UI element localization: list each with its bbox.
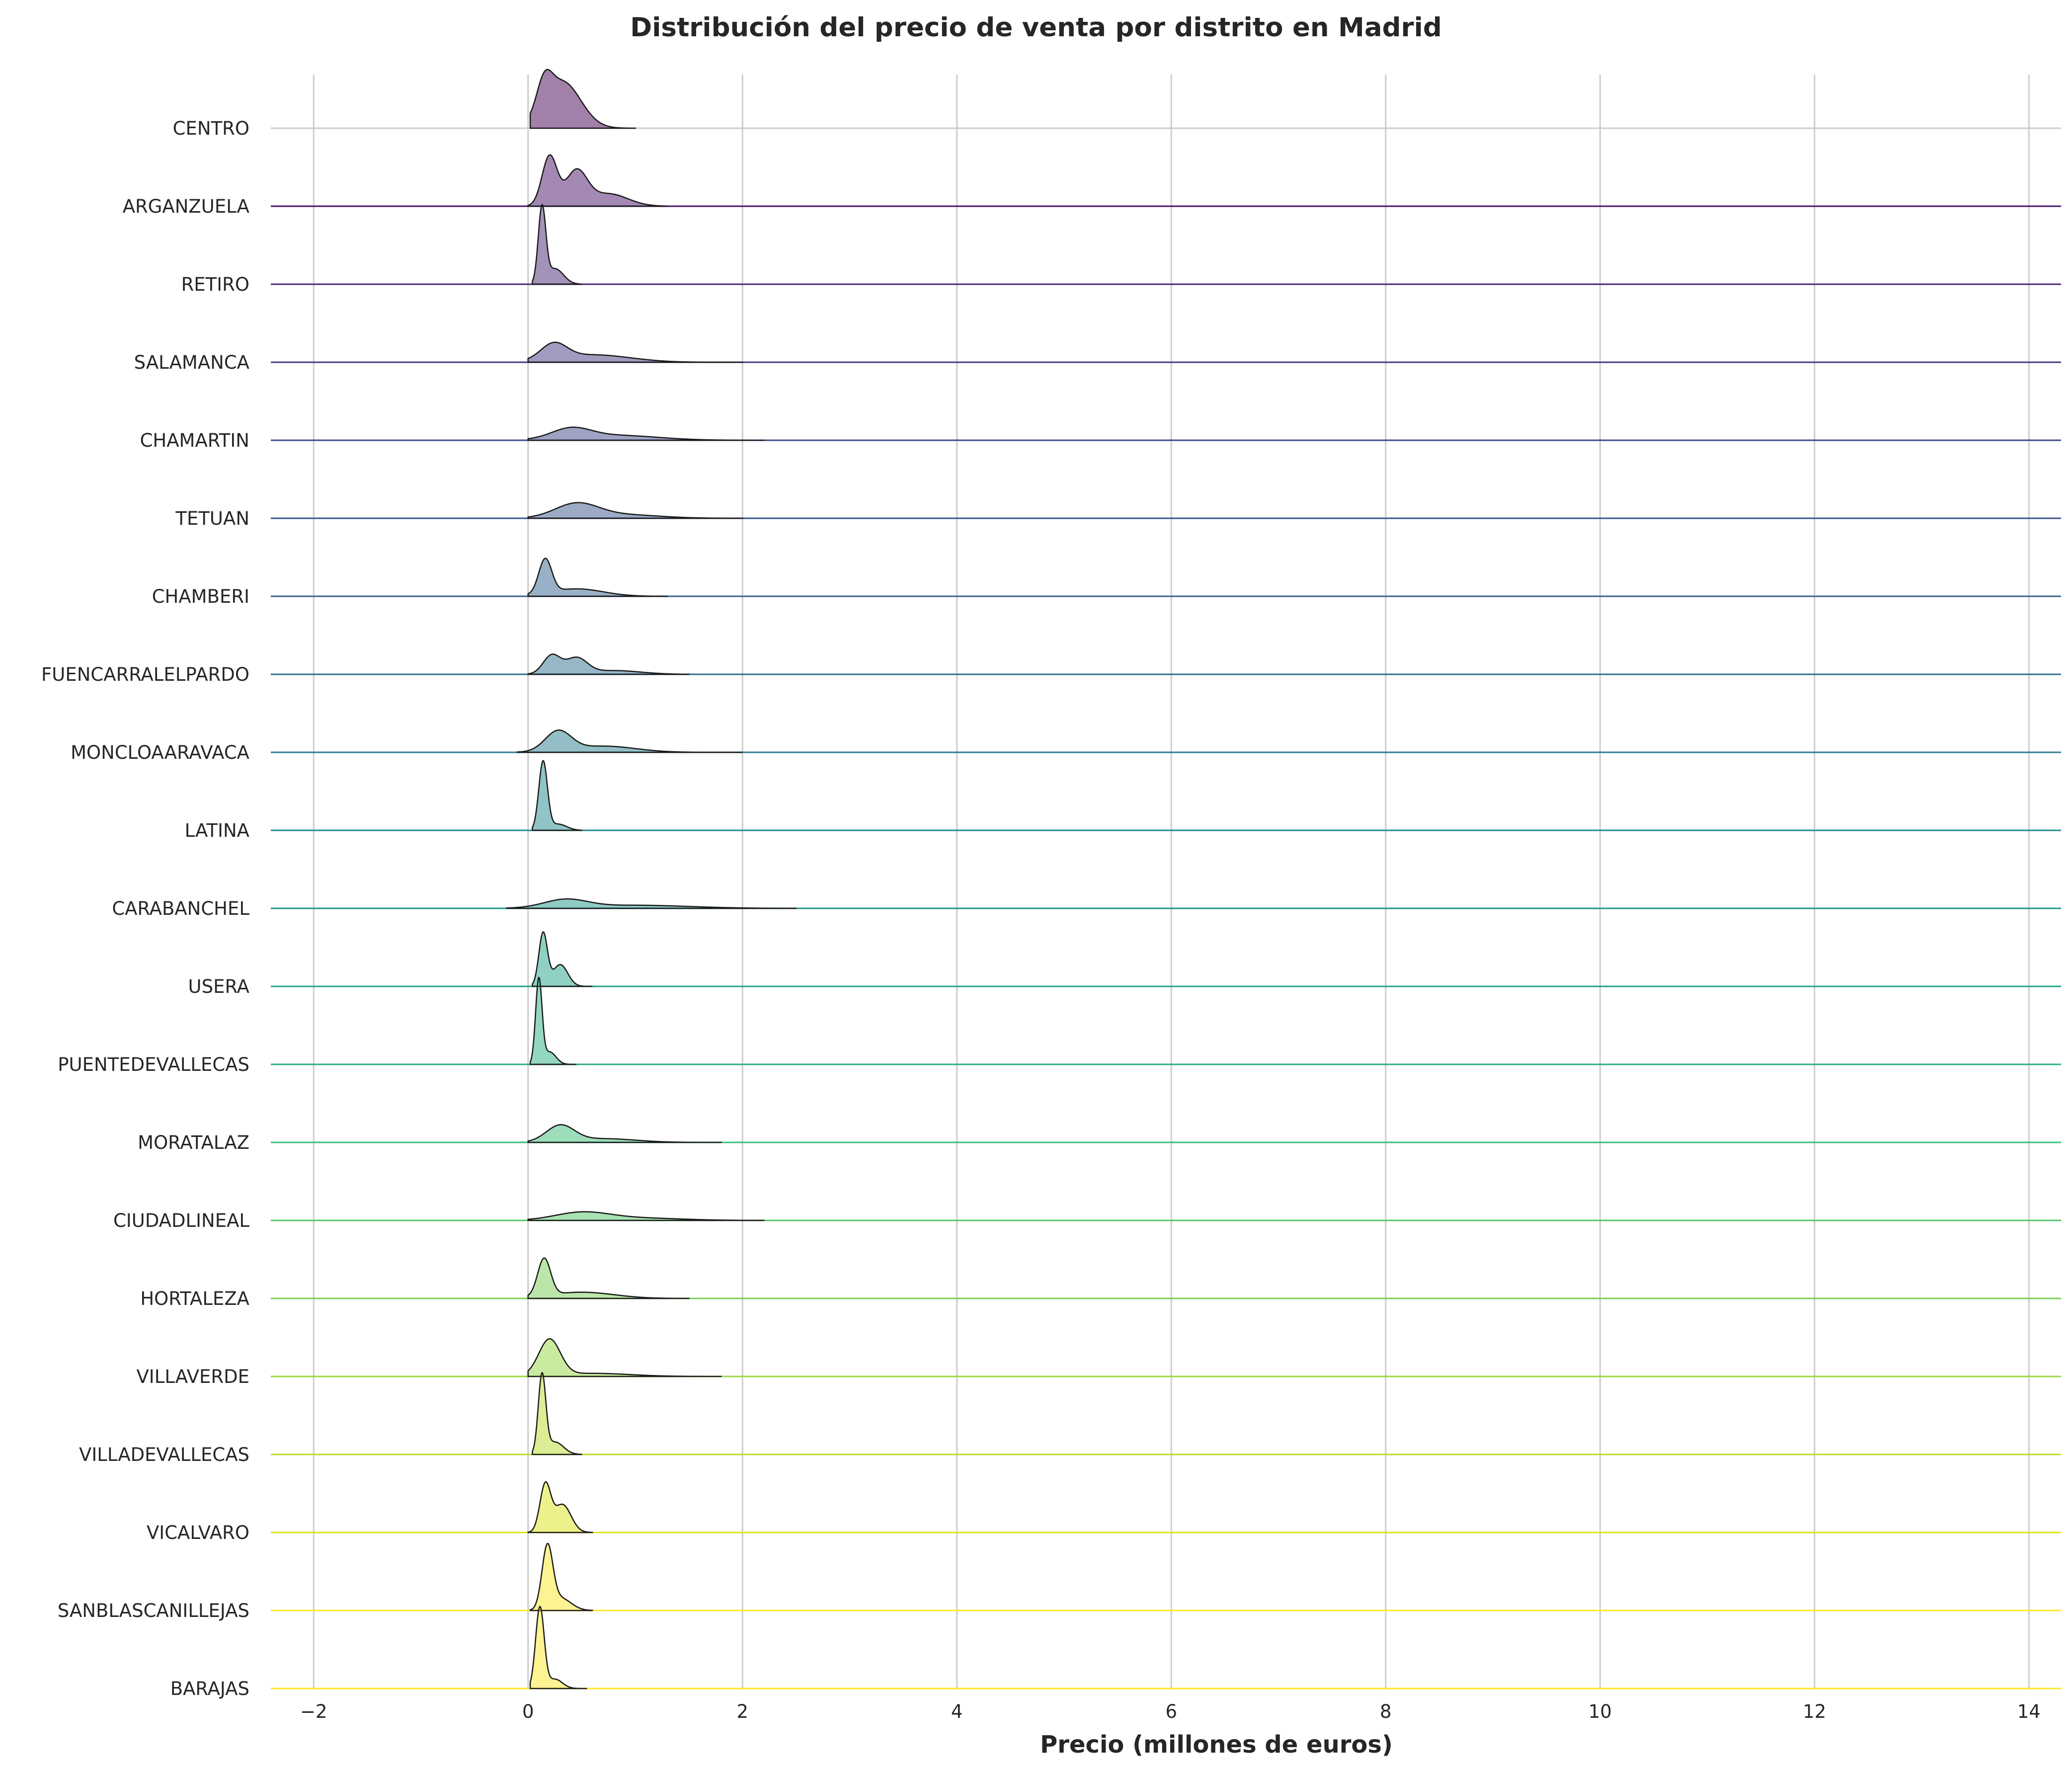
ridge-chamberi	[271, 558, 2061, 597]
density-area-chamberi	[527, 558, 668, 597]
density-area-hortaleza	[527, 1257, 690, 1299]
ridge-carabanchel	[271, 898, 2061, 909]
category-label-ciudadlineal: CIUDADLINEAL	[113, 1210, 249, 1231]
ridge-sanblascanillejas	[271, 1542, 2061, 1611]
ridge-villadevallecas	[271, 1372, 2061, 1455]
ridge-arganzuela	[271, 154, 2061, 207]
category-label-chamberi: CHAMBERI	[152, 586, 249, 607]
category-label-villaverde: VILLAVERDE	[136, 1366, 249, 1387]
density-area-fuencarralelpardo	[527, 653, 690, 675]
ridge-usera	[271, 931, 2061, 987]
density-area-chamartin	[527, 426, 765, 441]
ridge-centro	[271, 69, 2061, 129]
ridge-barajas	[271, 1606, 2061, 1690]
category-label-centro: CENTRO	[173, 118, 249, 139]
density-area-barajas	[529, 1606, 587, 1690]
ridge-tetuan	[271, 502, 2061, 519]
density-area-latina	[532, 760, 582, 831]
x-tick-label-6: 10	[1589, 1701, 1612, 1722]
category-label-barajas: BARAJAS	[170, 1678, 249, 1699]
ridge-retiro	[271, 204, 2061, 285]
ridge-vicalvaro	[271, 1481, 2061, 1533]
density-area-moncloaaravaca	[516, 729, 743, 753]
category-label-vicalvaro: VICALVARO	[147, 1522, 249, 1543]
density-area-vicalvaro	[527, 1481, 593, 1533]
density-area-arganzuela	[527, 154, 668, 207]
density-area-villaverde	[527, 1338, 722, 1377]
category-labels: CENTRO ARGANZUELA RETIRO SALAMANCA CHAMARTIN…	[41, 118, 249, 1699]
category-label-carabanchel: CARABANCHEL	[112, 898, 249, 919]
category-label-latina: LATINA	[185, 820, 249, 841]
category-label-retiro: RETIRO	[181, 274, 249, 295]
category-label-puentedevallecas: PUENTEDEVALLECAS	[58, 1054, 249, 1075]
density-area-carabanchel	[506, 898, 797, 909]
density-area-villadevallecas	[532, 1372, 582, 1455]
density-area-centro	[529, 69, 636, 129]
ridge-moncloaaravaca	[271, 729, 2061, 753]
category-label-usera: USERA	[188, 976, 249, 997]
ridge-fuencarralelpardo	[271, 653, 2061, 675]
x-tick-label-3: 4	[951, 1701, 963, 1722]
ridge-latina	[271, 760, 2061, 831]
ridges	[271, 69, 2061, 1690]
ridge-chamartin	[271, 426, 2061, 441]
category-label-villadevallecas: VILLADEVALLECAS	[79, 1444, 249, 1465]
category-label-sanblascanillejas: SANBLASCANILLEJAS	[58, 1600, 249, 1621]
x-axis-label: Precio (millones de euros)	[1040, 1731, 1393, 1759]
density-area-sanblascanillejas	[529, 1542, 593, 1611]
x-tick-label-1: 0	[522, 1701, 534, 1722]
category-label-fuencarralelpardo: FUENCARRALELPARDO	[41, 664, 249, 685]
x-tick-label-0: −2	[300, 1701, 327, 1722]
chart-title: Distribución del precio de venta por dis…	[630, 12, 1442, 43]
category-label-chamartin: CHAMARTIN	[140, 430, 249, 451]
ridge-villaverde	[271, 1338, 2061, 1377]
x-tick-label-2: 2	[737, 1701, 749, 1722]
density-area-puentedevallecas	[529, 976, 576, 1065]
density-area-retiro	[532, 204, 582, 285]
ridge-salamanca	[271, 341, 2061, 363]
ridge-moratalaz	[271, 1124, 2061, 1143]
density-area-tetuan	[527, 502, 743, 519]
category-label-moncloaaravaca: MONCLOAARAVACA	[71, 742, 249, 763]
category-label-hortaleza: HORTALEZA	[140, 1288, 249, 1309]
category-label-tetuan: TETUAN	[175, 508, 249, 529]
ridge-hortaleza	[271, 1257, 2061, 1299]
density-area-salamanca	[527, 341, 743, 363]
x-tick-label-5: 8	[1380, 1701, 1392, 1722]
density-area-moratalaz	[527, 1124, 722, 1143]
ridge-ciudadlineal	[271, 1211, 2061, 1221]
x-tick-label-4: 6	[1166, 1701, 1178, 1722]
x-tick-label-7: 12	[1803, 1701, 1826, 1722]
density-area-usera	[532, 931, 593, 987]
x-tick-labels: −2 0 2 4 6 8 10 12 14	[300, 1701, 2041, 1722]
category-label-moratalaz: MORATALAZ	[138, 1132, 249, 1153]
category-label-arganzuela: ARGANZUELA	[123, 196, 249, 217]
grid-lines	[313, 75, 2030, 1690]
density-area-ciudadlineal	[527, 1211, 765, 1221]
category-label-salamanca: SALAMANCA	[134, 352, 249, 373]
ridge-puentedevallecas	[271, 976, 2061, 1065]
x-tick-label-8: 14	[2017, 1701, 2041, 1722]
